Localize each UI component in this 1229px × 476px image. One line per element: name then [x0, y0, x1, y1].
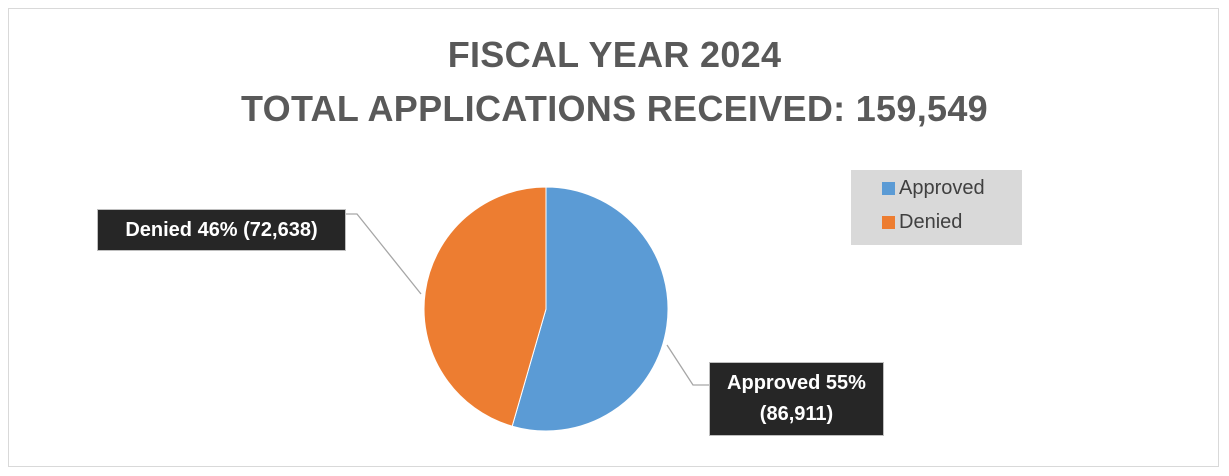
leader-line-approved — [666, 344, 710, 386]
legend-label-denied: Denied — [899, 210, 963, 233]
data-label-approved: Approved 55% (86,911) — [709, 362, 884, 436]
chart-title: FISCAL YEAR 2024 — [447, 34, 782, 75]
data-label-denied-text: Denied 46% (72,638) — [125, 218, 318, 241]
data-label-approved-percent: Approved 55% — [727, 372, 866, 394]
legend-label-approved: Approved — [899, 176, 985, 199]
data-label-denied: Denied 46% (72,638) — [97, 209, 346, 251]
chart-subtitle: TOTAL APPLICATIONS RECEIVED: 159,549 — [241, 88, 988, 129]
chart-legend: Approved Denied — [851, 170, 1022, 245]
legend-item-approved[interactable]: Approved — [882, 176, 985, 200]
legend-item-denied[interactable]: Denied — [882, 210, 962, 234]
pie-slice-approved[interactable] — [511, 186, 669, 432]
leader-line-denied — [346, 213, 422, 295]
pie-slice-denied[interactable] — [423, 186, 547, 427]
data-label-approved-count: (86,911) — [759, 403, 834, 425]
legend-swatch-denied — [882, 215, 895, 229]
legend-swatch-approved — [882, 181, 895, 195]
